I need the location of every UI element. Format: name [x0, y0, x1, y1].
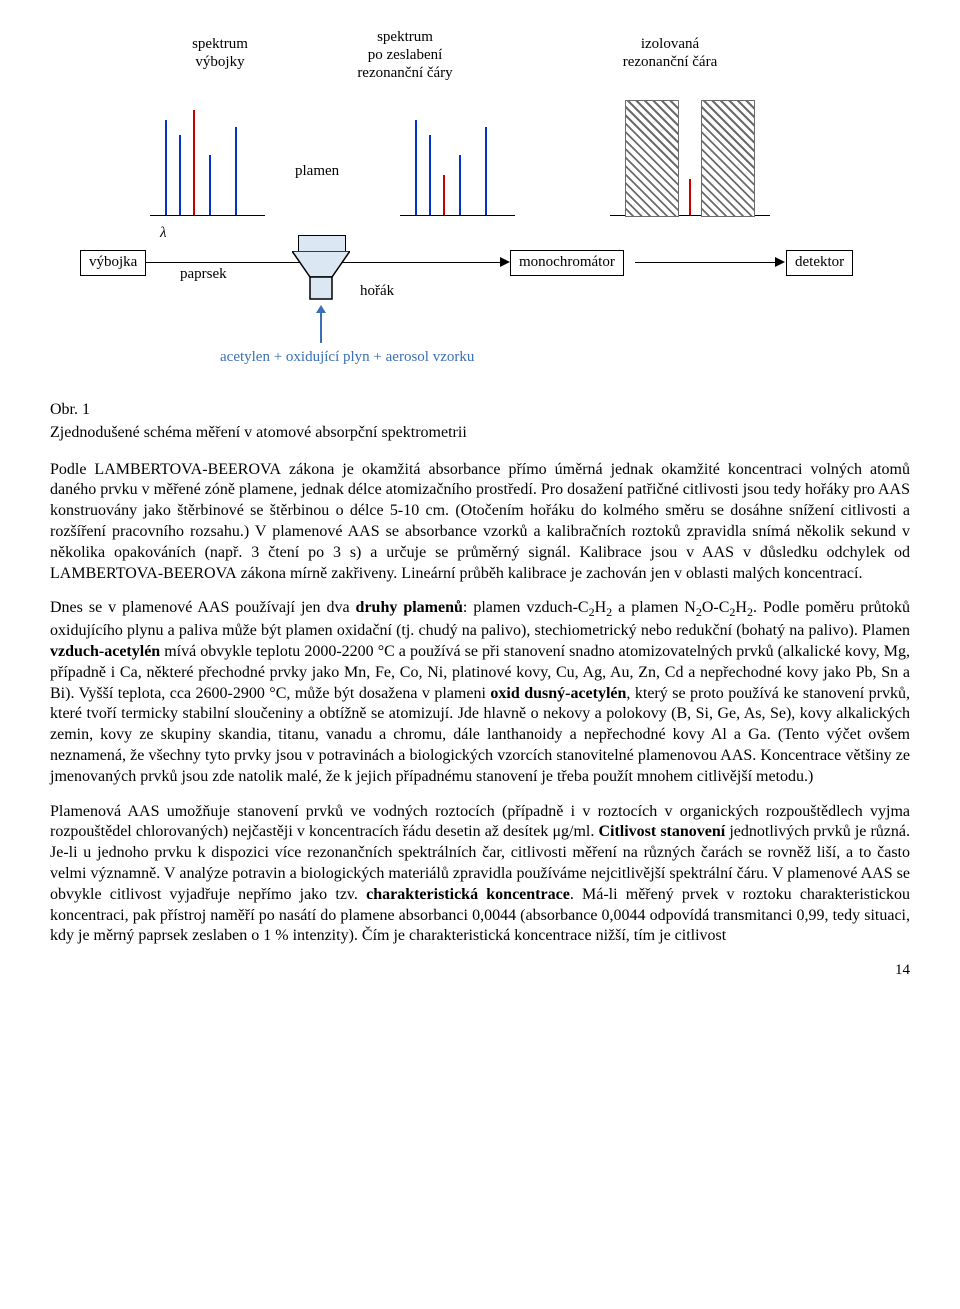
baseline-source [150, 215, 265, 216]
label-spectrum-isolated: izolovaná rezonanční čára [600, 35, 740, 71]
spec-line [209, 155, 211, 215]
spec-line [235, 127, 237, 215]
figure-title: Zjednodušené schéma měření v atomové abs… [50, 423, 910, 444]
spec-line [689, 179, 691, 215]
arrow-line-2 [635, 262, 775, 263]
spec-line [443, 175, 445, 215]
box-vybojka: výbojka [80, 250, 146, 276]
hatch-box [701, 100, 755, 217]
label-spectrum-source: spektrum výbojky [175, 35, 265, 71]
arrow-up [320, 313, 322, 343]
paragraph-2: Dnes se v plamenové AAS používají jen dv… [50, 598, 910, 787]
burner-funnel [292, 251, 350, 301]
paragraph-3: Plamenová AAS umožňuje stanovení prvků v… [50, 802, 910, 948]
horak-label: hořák [360, 282, 394, 302]
spec-line [429, 135, 431, 215]
label-spectrum-after: spektrum po zeslabení rezonanční čáry [340, 28, 470, 82]
spec-line [459, 155, 461, 215]
paragraph-1: Podle LAMBERTOVA-BEEROVA zákona je okamž… [50, 460, 910, 585]
plamen-label: plamen [295, 162, 339, 182]
figure-number: Obr. 1 [50, 400, 910, 421]
arrow-up-head [316, 305, 326, 313]
baseline-after [400, 215, 515, 216]
paprsek-label: paprsek [180, 265, 227, 285]
blue-text: acetylen + oxidující plyn + aerosol vzor… [220, 348, 474, 368]
box-detektor: detektor [786, 250, 853, 276]
hatch-box [625, 100, 679, 217]
arrow-head-2 [775, 257, 785, 267]
lambda-label: λ [160, 224, 167, 244]
page-number: 14 [50, 961, 910, 981]
spec-line [193, 110, 195, 215]
spec-line [485, 127, 487, 215]
spec-line [415, 120, 417, 215]
spec-line [179, 135, 181, 215]
spec-line [165, 120, 167, 215]
arrow-head-1 [500, 257, 510, 267]
box-monochromator: monochromátor [510, 250, 624, 276]
aas-diagram: spektrum výbojky spektrum po zeslabení r… [70, 40, 890, 380]
